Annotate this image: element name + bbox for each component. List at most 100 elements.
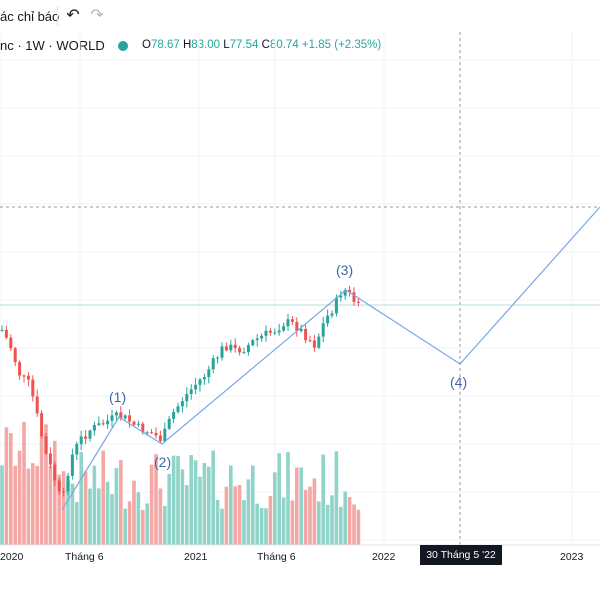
candle-body <box>40 413 44 437</box>
volume-bar <box>229 465 233 545</box>
candle-body <box>150 432 154 434</box>
volume-bar <box>317 501 321 545</box>
volume-bar <box>48 465 53 545</box>
volume-bar <box>154 454 158 545</box>
volume-bar <box>347 497 352 545</box>
symbol-interval-label[interactable]: nc · 1W · WORLD <box>0 38 105 53</box>
candle-body <box>352 292 356 302</box>
volume-bar <box>352 504 356 545</box>
volume-bars <box>0 421 361 545</box>
candle-body <box>194 384 198 390</box>
volume-bar <box>268 496 273 545</box>
candle-body <box>260 335 264 339</box>
volume-bar <box>299 467 303 545</box>
volume-bar <box>127 501 132 545</box>
volume-bar <box>281 497 286 545</box>
candle-body <box>229 344 233 351</box>
candle-body <box>114 412 118 416</box>
candle-body <box>70 454 74 476</box>
candle-body <box>145 432 149 434</box>
volume-bar <box>185 485 189 545</box>
volume-bar <box>277 453 281 545</box>
volume-bar <box>308 486 312 545</box>
indicators-button[interactable]: ác chỉ báo <box>0 9 60 24</box>
volume-bar <box>0 465 4 545</box>
wave-label-4[interactable]: (4) <box>450 374 468 390</box>
volume-bar <box>259 508 264 545</box>
volume-bar <box>290 500 295 545</box>
wave-label-2[interactable]: (2) <box>154 454 172 470</box>
low-value: 77.54 <box>229 39 259 51</box>
candle-body <box>326 315 330 324</box>
undo-icon[interactable]: ↶ <box>66 7 80 24</box>
candle-body <box>141 423 145 433</box>
volume-bar <box>141 509 145 545</box>
candle-body <box>18 362 22 376</box>
volume-bar <box>224 486 229 545</box>
volume-bar <box>198 476 202 545</box>
volume-bar <box>31 463 35 545</box>
volume-bar <box>17 450 22 545</box>
open-value: 78.67 <box>150 39 180 51</box>
time-label-2021: 2021 <box>184 551 208 563</box>
volume-bar <box>189 455 193 545</box>
candle-body <box>299 328 303 332</box>
volume-bar <box>44 424 48 545</box>
candle-body <box>330 313 334 316</box>
candle-body <box>92 424 96 431</box>
volume-bar <box>35 466 39 545</box>
wave-label-1[interactable]: (1) <box>109 389 127 405</box>
candle-body <box>176 406 180 412</box>
volume-bar <box>136 492 141 545</box>
candlesticks <box>0 285 360 497</box>
candle-body <box>106 420 110 425</box>
candle-body <box>264 330 268 336</box>
candle-body <box>317 336 321 348</box>
candle-body <box>251 340 255 346</box>
redo-icon[interactable]: ↷ <box>90 7 104 24</box>
volume-bar <box>180 469 185 545</box>
volume-bar <box>92 465 97 545</box>
volume-bar <box>220 508 224 545</box>
volume-bar <box>325 504 330 545</box>
wave-label-3[interactable]: (3) <box>336 262 354 278</box>
volume-bar <box>13 465 17 545</box>
candle-body <box>4 329 8 338</box>
volume-bar <box>286 452 290 545</box>
volume-bar <box>53 440 57 545</box>
volume-bar <box>233 486 237 545</box>
candle-body <box>44 436 48 454</box>
volume-bar <box>149 464 154 545</box>
volume-bar <box>211 450 215 545</box>
candle-body <box>31 379 35 397</box>
volume-bar <box>330 495 334 545</box>
time-label-2020: 2020 <box>0 551 24 563</box>
candle-body <box>189 389 193 395</box>
candle-body <box>343 289 347 296</box>
volume-bar <box>119 460 123 545</box>
candle-body <box>53 464 57 481</box>
candle-body <box>246 345 250 353</box>
time-label-2022: 2022 <box>372 551 396 563</box>
volume-bar <box>75 502 79 545</box>
volume-bar <box>334 451 339 545</box>
time-label-2023: 2023 <box>560 551 584 563</box>
candle-body <box>9 337 13 349</box>
candle-body <box>167 418 171 429</box>
volume-bar <box>215 499 220 545</box>
candle-body <box>48 453 52 465</box>
candle-body <box>119 412 123 419</box>
volume-bar <box>339 506 343 545</box>
volume-bar <box>105 481 110 545</box>
volume-bar <box>57 474 61 545</box>
time-label-jun-2021: Tháng 6 <box>257 551 296 563</box>
volume-bar <box>202 463 207 545</box>
close-key: C <box>261 39 270 51</box>
candle-body <box>136 423 140 425</box>
top-toolbar: ác chỉ báo ↶ ↷ <box>0 0 600 32</box>
candle-body <box>268 330 272 333</box>
volume-bar <box>88 488 92 545</box>
candle-body <box>356 301 360 303</box>
volume-bar <box>295 467 299 545</box>
